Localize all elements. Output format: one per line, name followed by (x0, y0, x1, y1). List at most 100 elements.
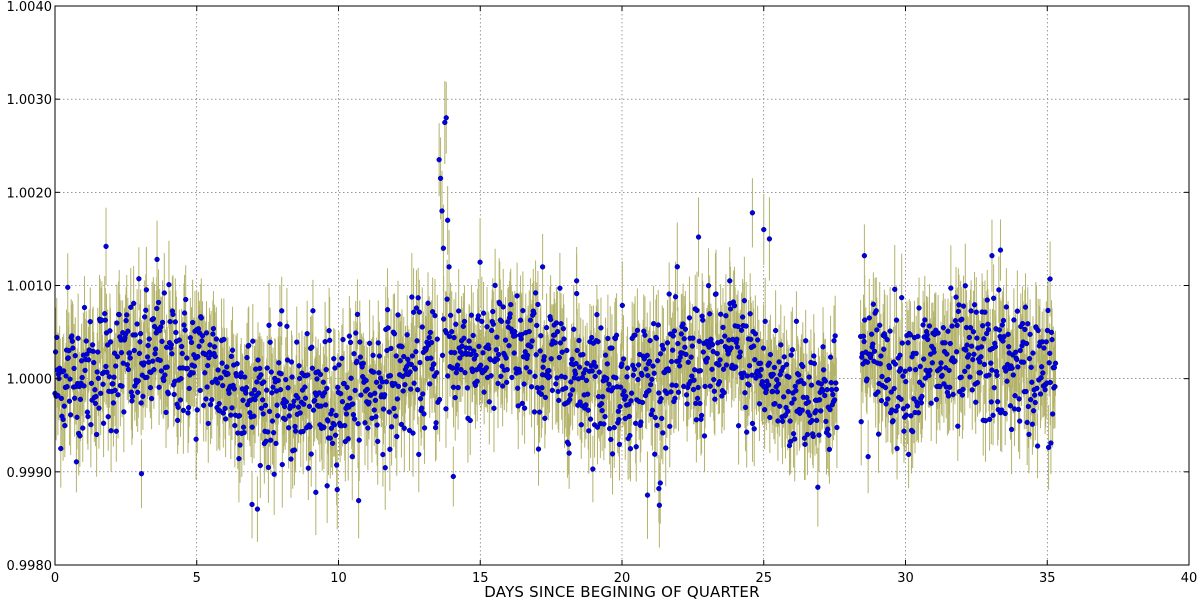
data-point (219, 360, 225, 366)
data-point (455, 384, 461, 391)
data-point (743, 323, 749, 329)
data-point (401, 425, 407, 431)
data-point (344, 384, 350, 391)
data-point (1045, 444, 1052, 451)
data-point (347, 339, 354, 346)
data-point (707, 311, 713, 317)
data-point (65, 284, 71, 291)
data-point (203, 330, 210, 336)
data-point (278, 371, 284, 377)
data-point (296, 363, 302, 369)
data-point (454, 362, 461, 368)
data-point (436, 396, 443, 403)
data-point (1049, 336, 1055, 343)
data-point (931, 349, 937, 355)
data-point (1010, 372, 1016, 378)
data-point (236, 455, 242, 462)
data-point (534, 385, 540, 391)
data-point (214, 380, 221, 386)
y-tick-label: 1.0030 (7, 93, 53, 108)
data-point (457, 355, 463, 361)
data-point (215, 367, 221, 373)
data-point (783, 361, 790, 368)
data-point (1017, 347, 1023, 354)
data-point (926, 323, 933, 329)
data-point (141, 314, 148, 320)
data-point (1043, 339, 1049, 345)
data-point (902, 368, 908, 374)
data-point (421, 425, 428, 431)
data-point (430, 309, 436, 315)
data-point (63, 373, 69, 379)
data-point (549, 387, 556, 394)
data-point (1021, 359, 1027, 365)
data-point (704, 355, 711, 361)
y-tick-label: 1.0010 (7, 280, 53, 295)
data-point (326, 328, 332, 334)
data-point (405, 356, 411, 362)
data-point (504, 379, 510, 385)
data-point (316, 390, 322, 396)
data-point (593, 363, 599, 370)
data-point (827, 406, 833, 413)
axis-ticks (54, 5, 1190, 566)
data-point (121, 409, 127, 415)
data-point (604, 361, 610, 367)
data-point (317, 371, 324, 378)
data-point (533, 352, 539, 358)
data-point (553, 381, 559, 387)
data-point (398, 421, 405, 428)
data-point (720, 366, 727, 372)
data-point (291, 447, 298, 453)
data-point (94, 369, 100, 375)
data-point (125, 366, 132, 373)
data-point (757, 360, 764, 366)
data-point (899, 340, 905, 346)
data-point (994, 372, 1000, 379)
data-point (512, 333, 519, 339)
data-point (996, 287, 1002, 293)
data-point (819, 388, 826, 394)
data-point (690, 335, 696, 341)
data-point (978, 344, 985, 350)
data-point (1000, 338, 1006, 344)
data-point (283, 399, 289, 405)
data-point (606, 425, 613, 432)
data-point (304, 331, 310, 337)
data-point (671, 328, 678, 334)
data-point (793, 388, 799, 394)
data-point (451, 334, 457, 341)
data-point (171, 391, 177, 398)
data-point (589, 334, 595, 341)
data-point (785, 388, 791, 395)
data-point (766, 382, 772, 388)
data-point (970, 329, 977, 335)
data-point (561, 336, 567, 342)
data-point (813, 408, 819, 414)
data-point (199, 338, 205, 344)
data-point (634, 327, 641, 333)
data-point (410, 430, 416, 436)
data-point (999, 407, 1005, 413)
data-point (458, 366, 464, 373)
data-point (546, 367, 552, 374)
data-point (905, 451, 912, 458)
data-point (443, 115, 449, 121)
data-point (375, 438, 381, 445)
data-point (107, 339, 114, 345)
data-point (416, 309, 423, 315)
data-point (124, 312, 130, 318)
data-point (1042, 387, 1048, 393)
data-point (823, 418, 829, 425)
data-point (331, 422, 337, 428)
data-point (228, 412, 234, 418)
data-point (968, 308, 974, 314)
data-point (443, 330, 450, 336)
data-point (675, 340, 681, 347)
data-point (991, 385, 997, 391)
data-point (446, 333, 453, 340)
data-point (689, 373, 695, 379)
data-point (826, 432, 832, 438)
data-point (938, 360, 944, 366)
data-point (262, 402, 269, 409)
